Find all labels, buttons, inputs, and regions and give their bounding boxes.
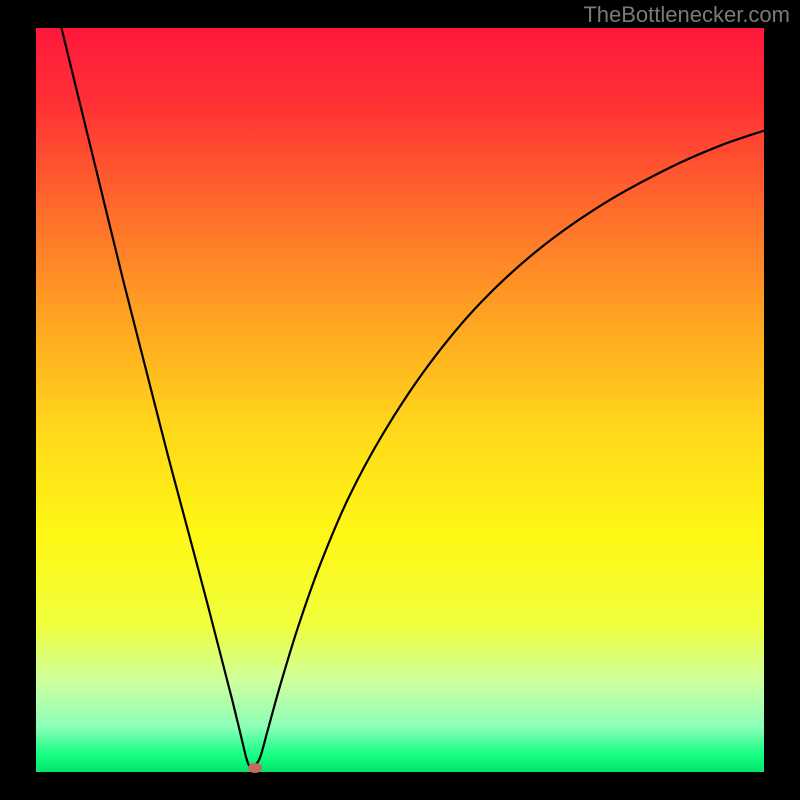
chart-frame: TheBottlenecker.com <box>0 0 800 800</box>
plot-area <box>36 28 764 772</box>
minimum-marker <box>248 763 262 773</box>
bottleneck-curve <box>36 28 764 772</box>
gradient-background <box>36 28 764 772</box>
watermark-text: TheBottlenecker.com <box>583 2 790 28</box>
